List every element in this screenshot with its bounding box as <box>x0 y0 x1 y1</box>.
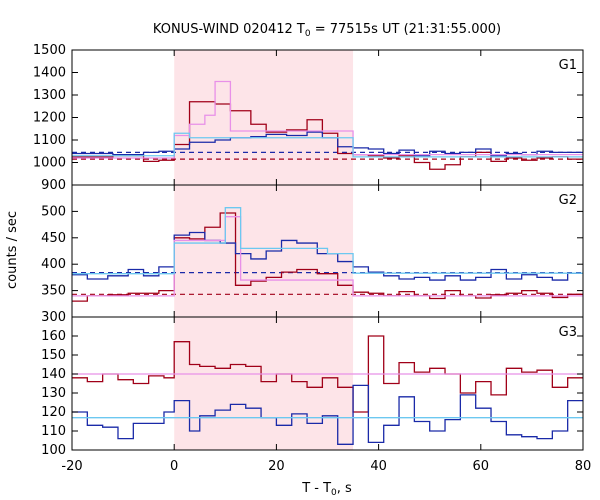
x-tick-label: 20 <box>268 459 285 474</box>
g1-y-tick-label: 1300 <box>33 88 66 103</box>
y-axis-label: counts / sec <box>5 211 20 289</box>
x-tick-label: 80 <box>575 459 592 474</box>
x-tick-label: -20 <box>61 459 82 474</box>
burst-interval-shading <box>174 50 354 450</box>
g1-y-tick-label: 1200 <box>33 111 66 126</box>
g2-y-tick-label: 400 <box>41 257 66 272</box>
chart-title: KONUS-WIND 020412 T0 = 77515s UT (21:31:… <box>153 22 501 39</box>
g3-series-dark-red <box>72 335 583 413</box>
g1-y-tick-label: 1400 <box>33 66 66 81</box>
g1-series-light-blue <box>72 132 583 158</box>
g2-series-light-blue <box>72 207 583 275</box>
g1-y-tick-label: 1100 <box>33 133 66 148</box>
g2-series-blue <box>72 231 583 281</box>
g2-panel-label: G2 <box>559 193 577 208</box>
plot-area: 900100011001200130014001500G130035040045… <box>33 43 591 474</box>
x-tick-label: 60 <box>473 459 490 474</box>
g3-y-tick-label: 100 <box>41 443 66 458</box>
g2-y-tick-label: 450 <box>41 231 66 246</box>
g3-y-tick-label: 120 <box>41 405 66 420</box>
g3-panel-label: G3 <box>559 325 577 340</box>
g1-series-pink <box>72 80 583 159</box>
g2-y-tick-label: 300 <box>41 310 66 325</box>
g2-y-tick-label: 350 <box>41 284 66 299</box>
g3-panel-frame <box>71 316 584 451</box>
x-tick-label: 40 <box>370 459 387 474</box>
g1-y-tick-label: 1000 <box>33 156 66 171</box>
g2-y-tick-label: 500 <box>41 204 66 219</box>
g3-y-tick-label: 160 <box>41 329 66 344</box>
g3-series-blue <box>72 384 583 445</box>
x-tick-label: 0 <box>170 459 178 474</box>
g1-panel-label: G1 <box>559 58 577 73</box>
g1-y-tick-label: 900 <box>41 178 66 193</box>
x-axis-label: T - T0, s <box>301 481 352 498</box>
g3-y-tick-label: 110 <box>41 424 66 439</box>
g3-y-tick-label: 130 <box>41 386 66 401</box>
g3-y-tick-label: 140 <box>41 367 66 382</box>
g1-y-tick-label: 1500 <box>33 43 66 58</box>
g3-y-tick-label: 150 <box>41 348 66 363</box>
